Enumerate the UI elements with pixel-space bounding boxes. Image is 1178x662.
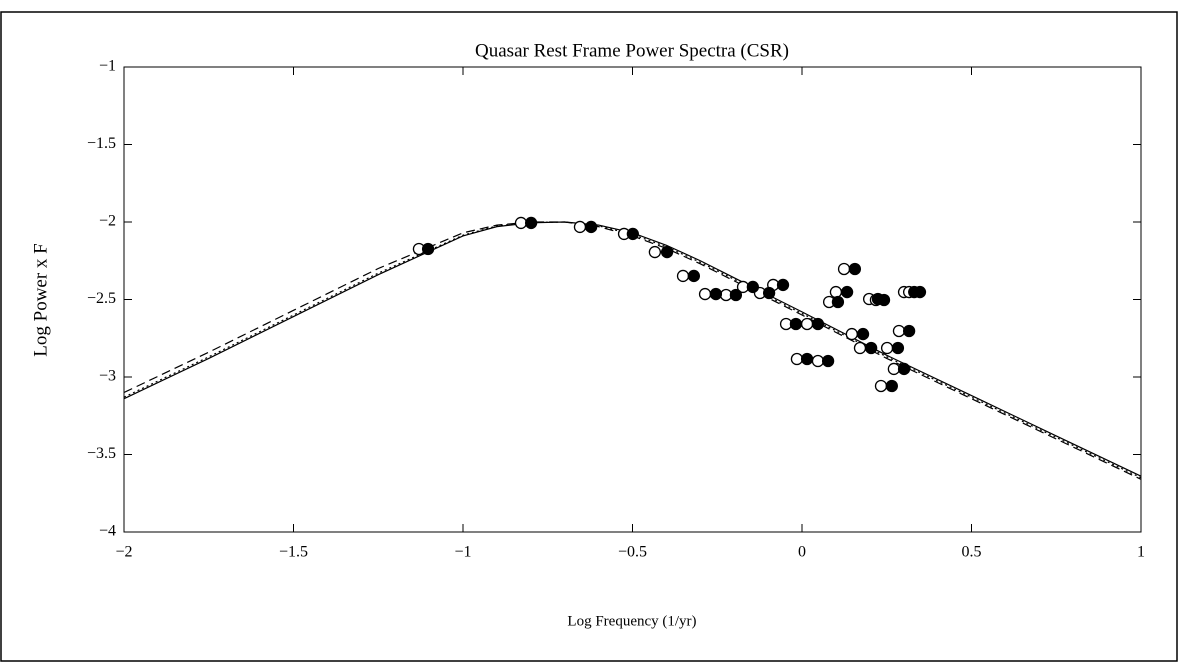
data-point — [800, 352, 814, 366]
data-point — [746, 280, 759, 294]
y-tick-label: −4 — [99, 523, 116, 540]
data-point — [584, 220, 598, 234]
data-point — [887, 362, 901, 376]
x-tick-label: 0.5 — [962, 544, 982, 561]
data-point — [514, 216, 528, 230]
frame — [0, 11, 1178, 662]
data-point — [626, 227, 639, 241]
data-point — [698, 287, 712, 301]
data-point — [840, 285, 854, 299]
data-point — [853, 341, 867, 355]
x-tick-label: −0.5 — [618, 544, 647, 561]
x-tick-label: −2 — [115, 544, 132, 561]
data-point — [831, 295, 845, 309]
data-point — [762, 286, 776, 300]
y-tick-label: −3 — [99, 368, 116, 385]
data-point — [885, 379, 898, 393]
data-point — [880, 341, 894, 355]
y-axis-label: Log Power x F — [30, 243, 51, 356]
data-point — [776, 278, 790, 292]
curve — [123, 221, 1142, 480]
data-point — [856, 327, 870, 341]
data-point — [891, 341, 905, 355]
data-point — [837, 262, 851, 276]
data-point — [874, 379, 888, 393]
data-point — [573, 220, 587, 234]
data-point — [829, 285, 843, 299]
curve — [123, 221, 1142, 479]
data-point — [897, 362, 911, 376]
y-tick-label: −2.5 — [87, 290, 116, 307]
data-point — [877, 293, 891, 307]
x-tick-label: −1.5 — [279, 544, 308, 561]
data-point — [811, 354, 825, 368]
x-tick-label: −1 — [454, 544, 471, 561]
data-point — [676, 269, 690, 283]
data-point — [524, 216, 538, 230]
data-point — [421, 242, 435, 256]
data-point — [892, 324, 906, 338]
data-point — [648, 245, 662, 259]
y-tick-label: −2 — [99, 213, 116, 230]
y-tick-label: −1.5 — [87, 135, 116, 152]
data-point — [821, 354, 835, 368]
data-point — [800, 317, 814, 331]
data-point — [729, 288, 743, 302]
data-point — [845, 327, 858, 341]
data-point — [687, 269, 701, 283]
x-axis-label: Log Frequency (1/yr) — [567, 613, 696, 629]
data-point — [811, 317, 825, 331]
y-tick-label: −1 — [99, 58, 116, 75]
data-point — [790, 352, 804, 366]
curve — [123, 221, 1142, 477]
data-point — [902, 324, 916, 338]
data-point — [865, 341, 878, 355]
y-tick-label: −3.5 — [87, 445, 116, 462]
data-point — [913, 285, 927, 299]
data-point — [848, 262, 862, 276]
data-point — [789, 317, 803, 331]
x-tick-label: 0 — [798, 544, 806, 561]
plot-area — [123, 66, 1142, 533]
chart-title: Quasar Rest Frame Power Spectra (CSR) — [475, 40, 789, 61]
data-point — [660, 245, 674, 259]
data-point — [709, 287, 723, 301]
x-tick-label: 1 — [1137, 544, 1145, 561]
